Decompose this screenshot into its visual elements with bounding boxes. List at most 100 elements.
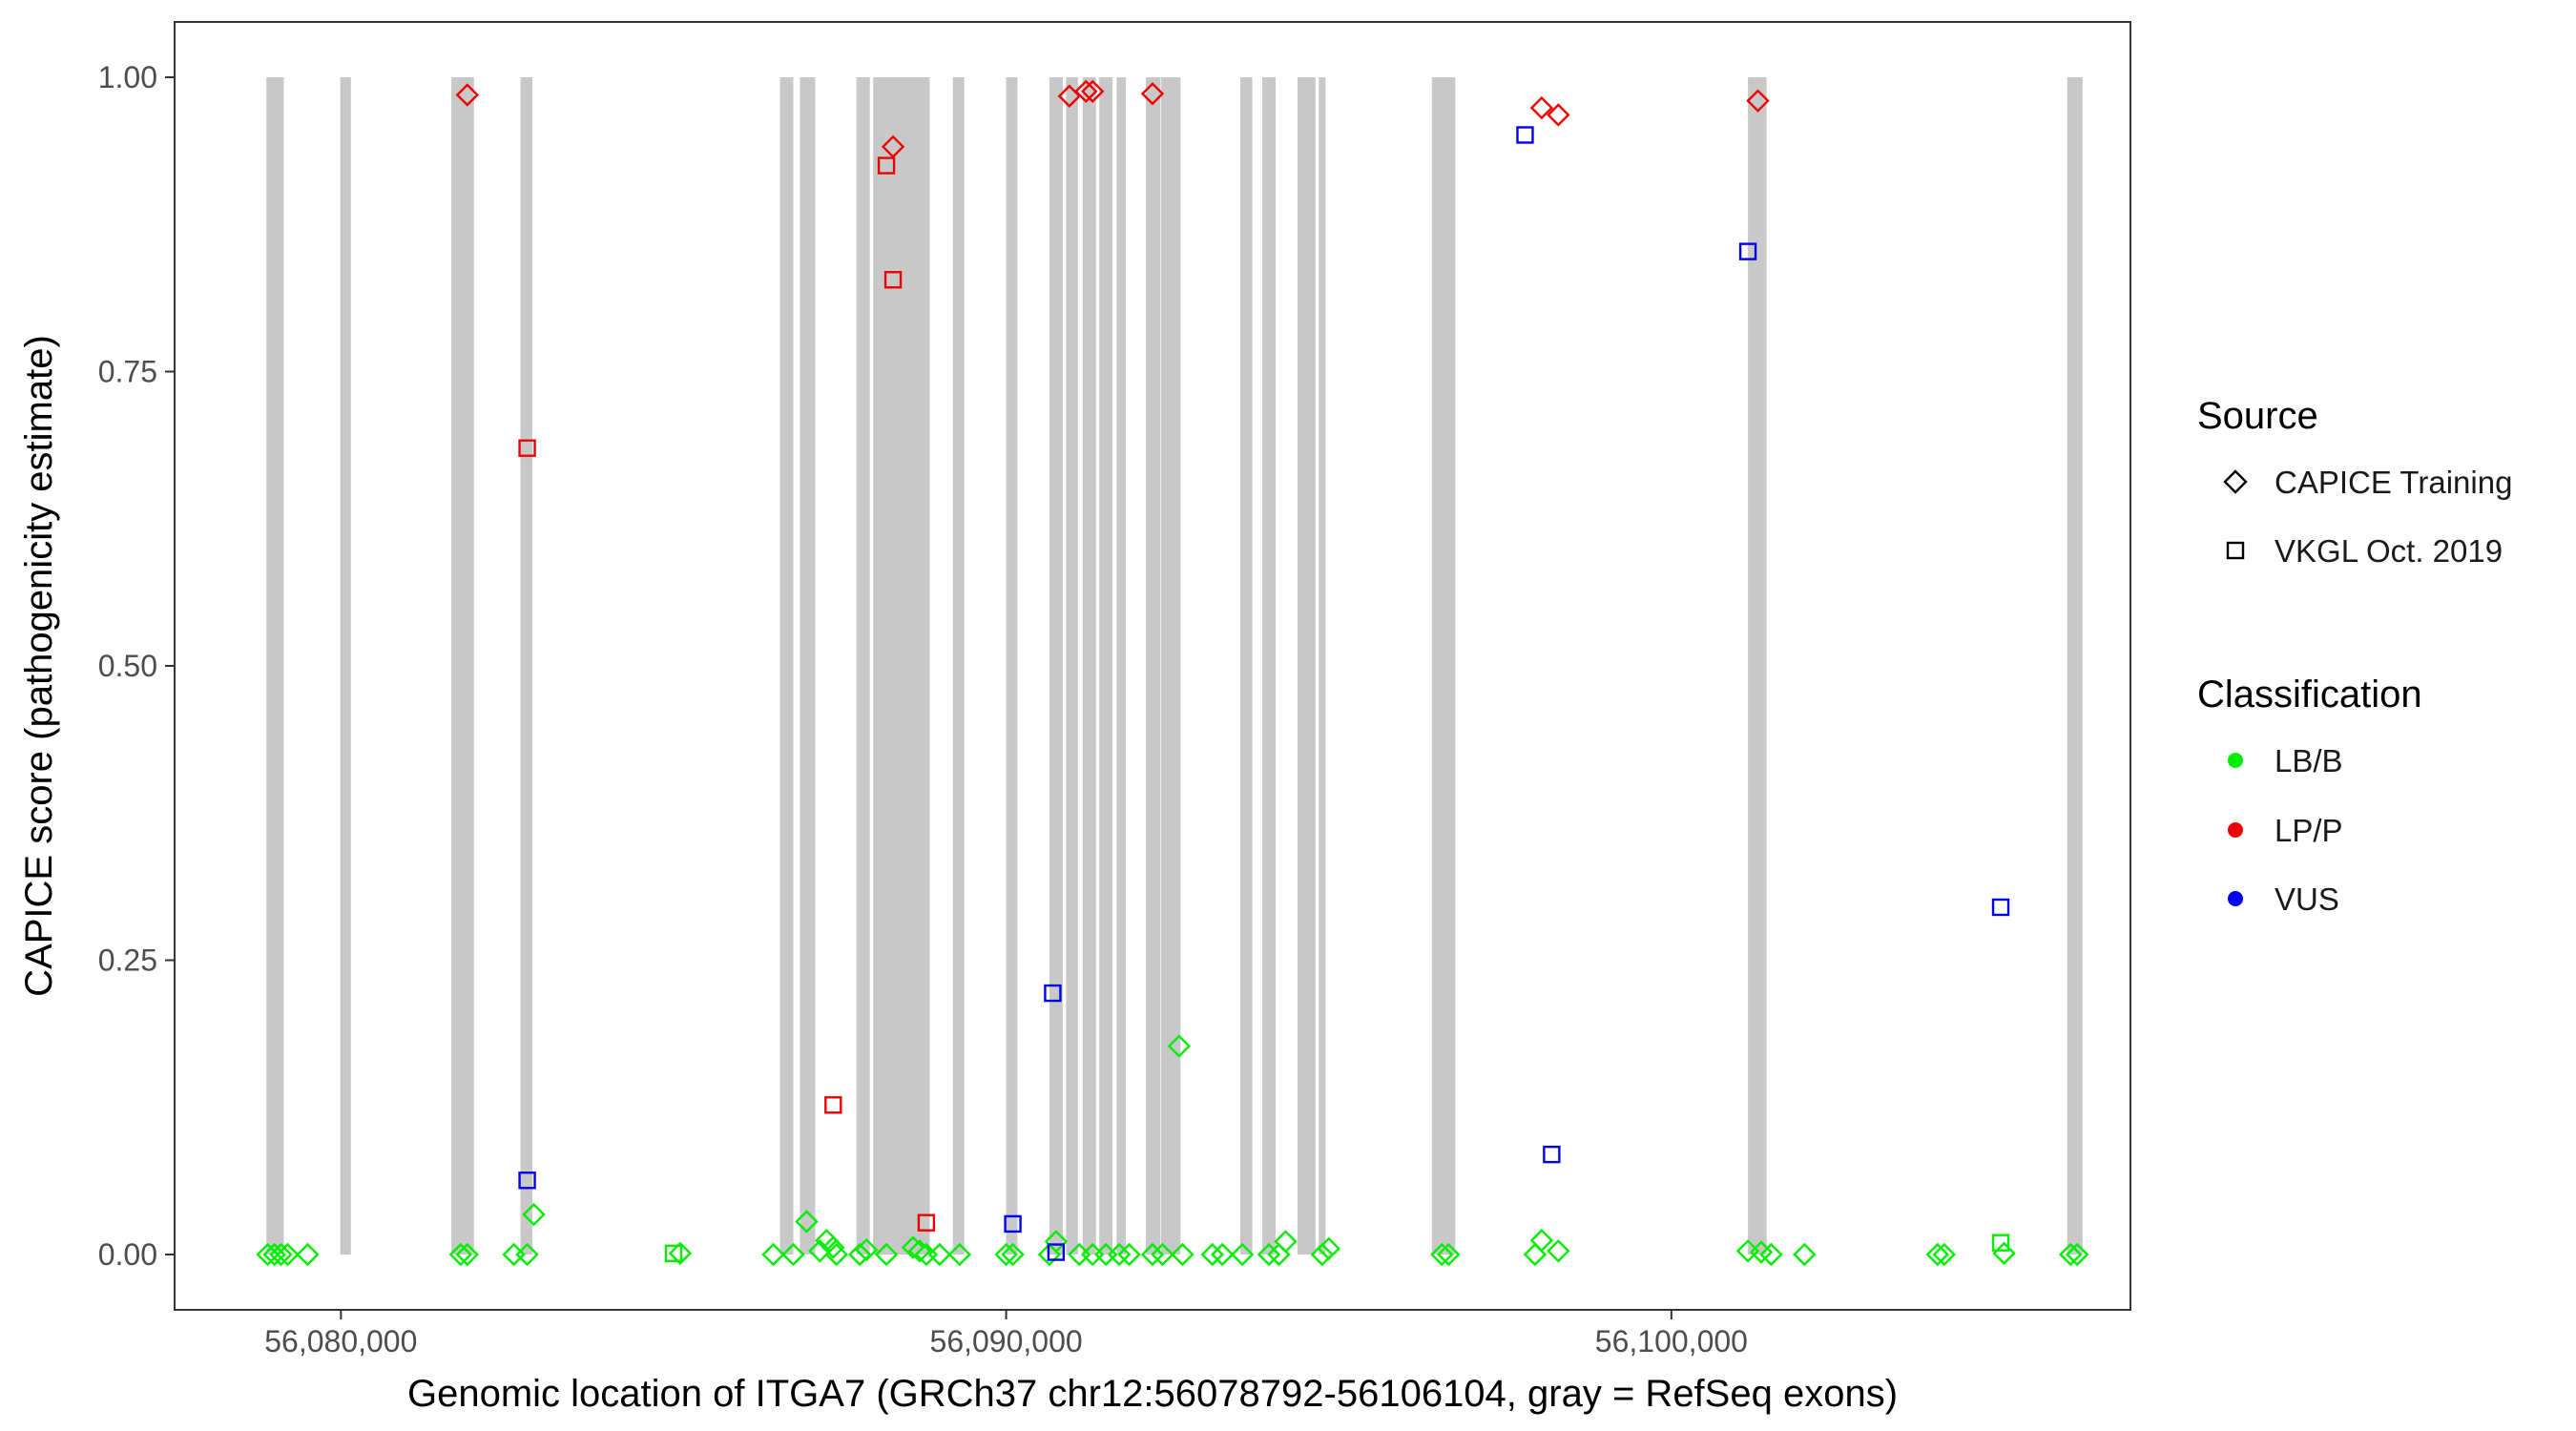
exon-band [2067, 76, 2083, 1255]
x-tick-label: 56,100,000 [1595, 1324, 1748, 1358]
data-point-diamond [824, 1242, 848, 1267]
y-tick-label: 0.00 [98, 1237, 157, 1272]
data-point-diamond [1547, 1239, 1570, 1263]
exon-band [1066, 76, 1078, 1255]
legend-item-vus: VUS [2228, 881, 2339, 917]
data-point-diamond [455, 83, 479, 107]
y-tick-label: 1.00 [98, 60, 157, 94]
data-point-square [877, 156, 896, 175]
legend-dot-icon [2228, 822, 2243, 838]
data-point-square [1044, 984, 1062, 1003]
data-point-square [1738, 242, 1757, 260]
legend-square-icon [2226, 541, 2245, 560]
data-point-diamond [994, 1242, 1018, 1267]
exon-band [1319, 76, 1326, 1255]
data-point-diamond [821, 1235, 845, 1259]
data-point-diamond [1151, 1242, 1174, 1267]
legend-source-title: Source [2197, 395, 2318, 437]
exon-band [1049, 76, 1063, 1255]
exon-band [1431, 76, 1456, 1255]
exon-band [520, 76, 533, 1255]
data-point-diamond [1107, 1242, 1132, 1267]
data-point-diamond [1074, 79, 1098, 104]
exon-band [1161, 76, 1181, 1255]
data-point-diamond [854, 1237, 879, 1262]
data-point-square [824, 1096, 842, 1114]
data-point-square [664, 1244, 683, 1262]
exon-band [1240, 76, 1253, 1255]
data-point-square [917, 1213, 936, 1232]
data-point-diamond [927, 1242, 952, 1267]
exon-band [800, 76, 816, 1255]
legend-item-label: VUS [2275, 881, 2339, 917]
data-point-square [1004, 1214, 1022, 1234]
data-point-diamond [1317, 1236, 1340, 1261]
legend: Source CAPICE Training VKGL Oct. 2019 Cl… [2197, 395, 2512, 917]
data-point-diamond [1167, 1034, 1192, 1058]
y-axis-title: CAPICE score (pathogenicity estimate) [18, 335, 60, 997]
exon-band [952, 76, 965, 1255]
legend-item-capice-training: CAPICE Training [2223, 465, 2512, 500]
data-point-layer [256, 79, 2089, 1267]
data-point-diamond [1140, 82, 1165, 106]
data-point-square [1991, 898, 2010, 917]
exon-band [779, 76, 794, 1255]
legend-item-lbb: LB/B [2228, 743, 2343, 778]
data-point-diamond [1001, 1242, 1025, 1267]
legend-item-label: VKGL Oct. 2019 [2275, 533, 2503, 569]
data-point-square [518, 439, 536, 457]
y-tick-label: 0.50 [98, 649, 157, 683]
data-point-diamond [1274, 1230, 1298, 1254]
data-point-diamond [296, 1242, 320, 1267]
data-point-diamond [874, 1242, 899, 1267]
data-point-diamond [276, 1242, 300, 1267]
data-point-diamond [761, 1242, 785, 1267]
data-point-diamond [881, 135, 905, 159]
exon-band [1082, 76, 1096, 1255]
exon-band [1748, 76, 1767, 1255]
data-point-diamond [668, 1241, 693, 1265]
exon-band [1146, 76, 1161, 1255]
data-point-diamond [1211, 1242, 1235, 1267]
data-point-diamond [1257, 1242, 1281, 1267]
data-point-diamond [901, 1235, 925, 1259]
data-point-diamond [907, 1239, 932, 1263]
data-point-diamond [1171, 1242, 1195, 1267]
exon-band [451, 76, 474, 1255]
data-point-diamond [2059, 1242, 2083, 1267]
exon-band [1298, 76, 1316, 1255]
data-point-diamond [1932, 1242, 1956, 1267]
data-point-diamond [455, 1242, 479, 1267]
data-point-square [1047, 1243, 1066, 1261]
data-point-diamond [947, 1242, 971, 1267]
legend-classification-title: Classification [2197, 674, 2422, 716]
legend-item-label: LP/P [2275, 813, 2343, 848]
exon-band [873, 76, 930, 1255]
data-point-diamond [1430, 1242, 1454, 1267]
y-tick-label: 0.75 [98, 354, 157, 388]
axis-layer: 0.00 0.25 0.50 0.75 1.00 56,080,000 56,090,000… [98, 60, 1748, 1358]
data-point-diamond [1117, 1242, 1141, 1267]
y-tick-label: 0.25 [98, 944, 157, 978]
data-point-diamond [1793, 1242, 1817, 1267]
data-point-diamond [515, 1242, 539, 1267]
data-point-diamond [848, 1242, 872, 1267]
exon-band [1262, 76, 1276, 1255]
data-point-square [883, 271, 903, 289]
data-point-diamond [2066, 1242, 2089, 1267]
data-point-diamond [1081, 79, 1105, 104]
data-point-square [1991, 1234, 2010, 1252]
data-point-diamond [1759, 1242, 1783, 1267]
data-point-diamond [448, 1242, 473, 1267]
data-point-diamond [1529, 1228, 1554, 1253]
x-tick-label: 56,080,000 [264, 1324, 417, 1358]
data-point-diamond [1230, 1242, 1255, 1267]
data-point-diamond [795, 1210, 819, 1234]
exon-band [856, 76, 870, 1255]
data-point-square [518, 1172, 536, 1190]
data-point-diamond [1746, 89, 1770, 113]
data-point-diamond [808, 1239, 832, 1263]
legend-dot-icon [2228, 891, 2243, 906]
